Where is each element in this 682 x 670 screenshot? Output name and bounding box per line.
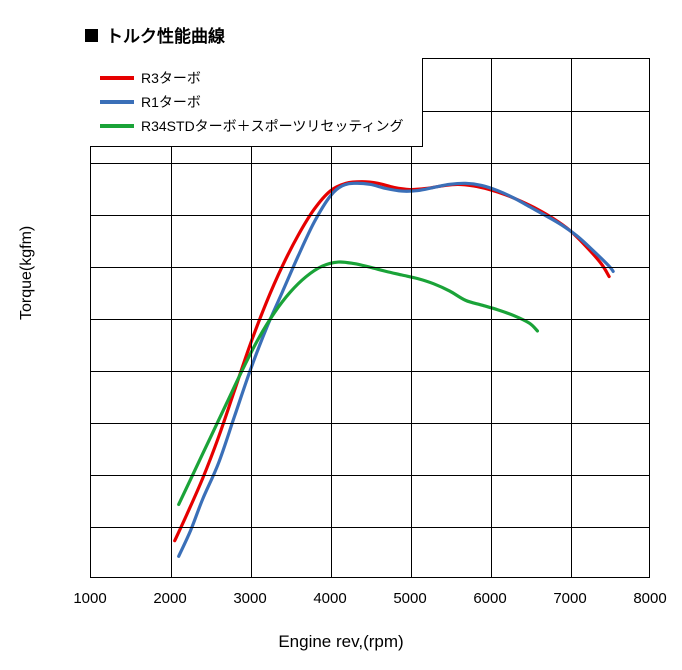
y-axis-label: Torque(kgfm): [18, 226, 36, 320]
legend-box: R3ターボ R1ターボ R34STDターボ＋スポーツリセッティング: [90, 58, 423, 147]
legend-label: R3ターボ: [141, 68, 201, 88]
x-axis-label: Engine rev,(rpm): [0, 632, 682, 652]
chart-container: トルク性能曲線 Torque(kgfm) R3ターボ R1ターボ R34STDターボ…: [0, 0, 682, 670]
x-tick-label: 6000: [473, 590, 506, 607]
grid-line-horizontal: [91, 215, 649, 216]
grid-line-horizontal: [91, 319, 649, 320]
grid-line-horizontal: [91, 371, 649, 372]
legend-label: R1ターボ: [141, 92, 201, 112]
legend-swatch: [100, 76, 134, 80]
chart-title: トルク性能曲線: [85, 22, 225, 47]
legend-swatch: [100, 100, 134, 104]
title-text: トルク性能曲線: [106, 27, 225, 46]
legend-swatch: [100, 124, 134, 128]
x-tick-label: 1000: [73, 590, 106, 607]
x-tick-label: 5000: [393, 590, 426, 607]
grid-line-horizontal: [91, 423, 649, 424]
legend-label: R34STDターボ＋スポーツリセッティング: [141, 116, 404, 136]
legend-item: R3ターボ: [100, 66, 404, 90]
legend-item: R34STDターボ＋スポーツリセッティング: [100, 114, 404, 138]
grid-line-horizontal: [91, 527, 649, 528]
series-line: [179, 262, 538, 505]
title-bullet-icon: [85, 29, 98, 42]
x-tick-label: 8000: [633, 590, 666, 607]
grid-line-horizontal: [91, 163, 649, 164]
grid-line-horizontal: [91, 475, 649, 476]
x-tick-label: 3000: [233, 590, 266, 607]
x-tick-label: 2000: [153, 590, 186, 607]
x-tick-label: 4000: [313, 590, 346, 607]
x-tick-label: 7000: [553, 590, 586, 607]
legend-item: R1ターボ: [100, 90, 404, 114]
series-line: [175, 182, 609, 541]
grid-line-horizontal: [91, 267, 649, 268]
